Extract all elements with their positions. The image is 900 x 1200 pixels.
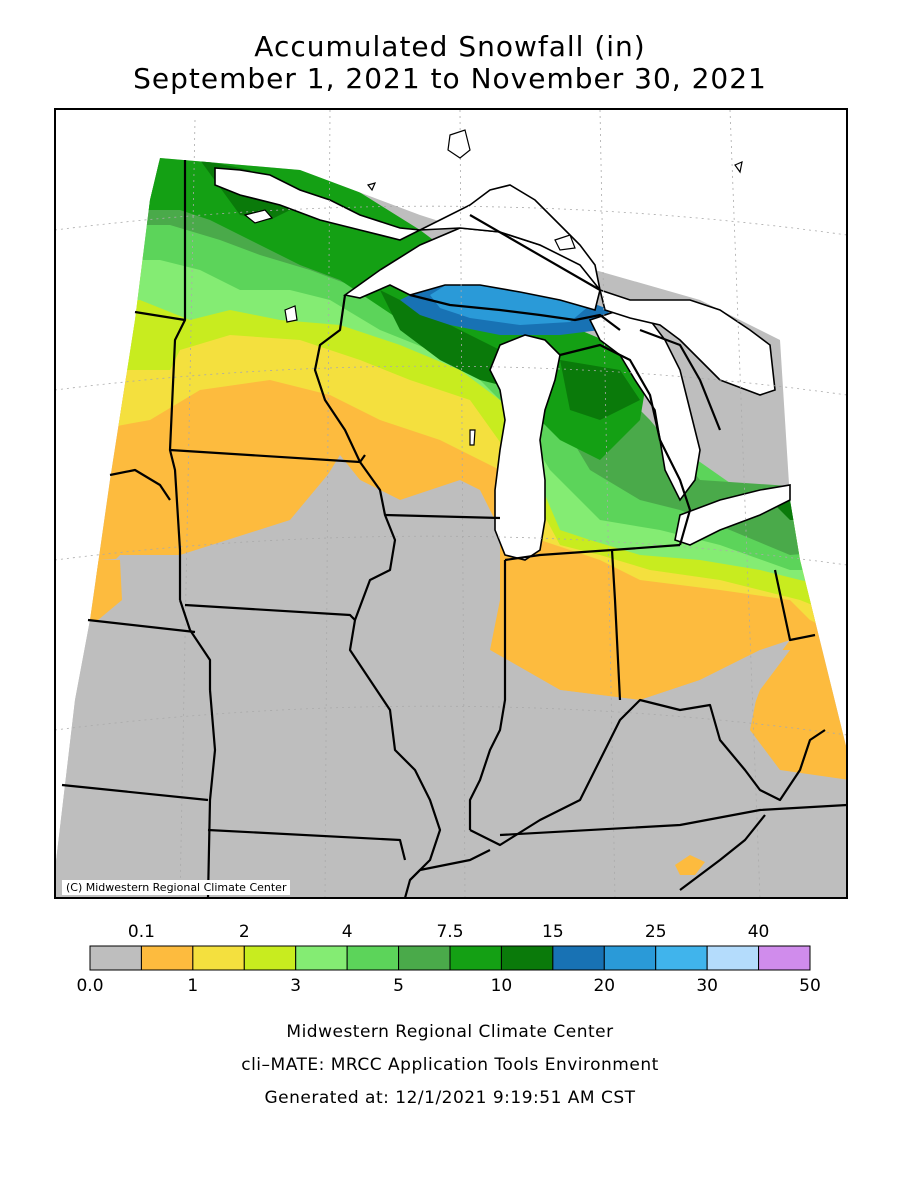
legend-bottom-label: 30 [696,976,718,996]
map-title: Accumulated Snowfall (in) [254,30,646,63]
legend-bottom-label: 0.0 [76,976,104,996]
great-lakes [214,167,791,561]
map-subtitle: September 1, 2021 to November 30, 2021 [133,62,767,95]
legend-swatch [192,945,245,971]
legend-swatch [758,945,811,971]
footer-tool: cli–MATE: MRCC Application Tools Environ… [241,1055,659,1075]
legend-bottom-label: 50 [799,976,821,996]
footer-organization: Midwestern Regional Climate Center [286,1022,614,1042]
legend-swatch [398,945,451,971]
legend-swatch [295,945,348,971]
legend-bottom-label: 1 [187,976,199,996]
legend-top-label: 2 [238,922,250,942]
legend-bottom-label: 10 [490,976,513,996]
legend-swatch [89,945,142,971]
footer-generated: Generated at: 12/1/2021 9:19:51 AM CST [264,1088,636,1108]
legend-top-label: 40 [747,922,770,942]
legend-colorbar [89,945,811,971]
lake-huron [588,309,701,502]
legend-top-label: 4 [341,922,353,942]
legend-swatch [552,945,605,971]
legend-swatch [603,945,657,971]
legend-swatch [243,945,297,971]
copyright-label: (C) Midwestern Regional Climate Center [62,880,291,895]
coast-details [243,129,743,446]
lake-superior [343,227,601,311]
legend-top-label: 0.1 [127,922,155,942]
legend-swatch [655,945,708,971]
legend-swatch [346,945,400,971]
ontario-region [598,288,776,396]
legend-bottom-label: 5 [393,976,404,996]
state-borders [61,160,847,898]
legend-top-label: 25 [644,922,667,942]
graticule [55,109,847,898]
legend-bottom-label: 3 [290,976,302,996]
legend-top-label: 7.5 [436,922,464,942]
legend-swatch [706,945,760,971]
legend-bottom-label: 20 [593,976,616,996]
lake-erie [674,484,791,546]
legend-top-label: 15 [542,922,564,942]
map-frame [54,108,848,899]
legend-swatch [500,945,554,971]
legend-swatch [449,945,502,971]
legend-swatch [140,945,194,971]
